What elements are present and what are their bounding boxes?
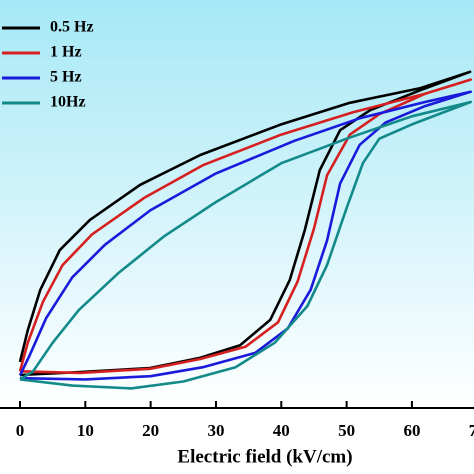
series-line: [19, 100, 472, 390]
x-tick-label: 20: [142, 421, 159, 440]
legend-label: 10Hz: [50, 94, 86, 111]
x-tick-label: 70: [469, 421, 474, 440]
x-axis-label: Electric field (kV/cm): [177, 446, 352, 467]
series-line: [18, 78, 472, 375]
x-tick-label: 40: [273, 421, 290, 440]
x-tick-label: 30: [207, 421, 224, 440]
x-tick-label: 50: [338, 421, 355, 440]
x-tick-label: 10: [77, 421, 94, 440]
legend-label: 1 Hz: [50, 44, 82, 61]
legend-label: 5 Hz: [50, 69, 82, 86]
x-tick-label: 60: [403, 421, 420, 440]
legend-label: 0.5 Hz: [50, 19, 94, 36]
x-tick-label: 0: [16, 421, 25, 440]
series-line: [18, 70, 472, 377]
series-line: [18, 90, 472, 381]
plot-area: [0, 0, 474, 408]
